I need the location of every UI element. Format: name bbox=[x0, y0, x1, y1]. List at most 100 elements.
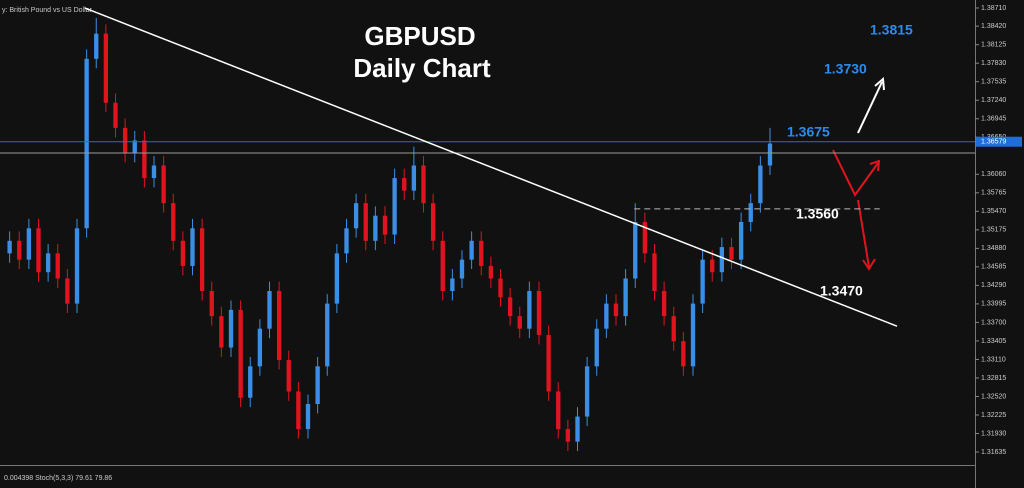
y-tick-label: 1.36060 bbox=[981, 171, 1006, 178]
candle-body bbox=[719, 247, 725, 273]
candle-body bbox=[325, 303, 330, 367]
y-tick-label: 1.33700 bbox=[981, 319, 1006, 326]
candle-body bbox=[517, 316, 522, 329]
candle-body bbox=[479, 240, 484, 266]
annotation: 1.3560 bbox=[796, 206, 839, 222]
annotation: 1.3730 bbox=[824, 61, 867, 77]
candle-body bbox=[55, 253, 60, 279]
y-tick-label: 1.35470 bbox=[981, 208, 1006, 215]
candle-body bbox=[421, 165, 426, 204]
candle-body bbox=[142, 140, 147, 179]
candle-body bbox=[344, 228, 349, 254]
candle-body bbox=[507, 297, 513, 317]
candle-body bbox=[373, 215, 378, 241]
y-tick-label: 1.34290 bbox=[981, 282, 1006, 289]
indicator-label: 0.004398 Stoch(5,3,3) 79.61 79.86 bbox=[4, 475, 112, 482]
candle-body bbox=[594, 328, 599, 367]
candle-body bbox=[758, 165, 763, 204]
annotation: 1.3470 bbox=[820, 283, 863, 299]
chart-title: GBPUSD bbox=[364, 21, 475, 51]
candle-body bbox=[642, 221, 648, 254]
candle-body bbox=[65, 278, 70, 304]
y-tick-label: 1.36945 bbox=[981, 116, 1006, 123]
candle-body bbox=[36, 228, 41, 273]
candle-body bbox=[296, 391, 301, 430]
candle-body bbox=[546, 334, 551, 392]
candle-body bbox=[228, 309, 234, 348]
candle-body bbox=[94, 33, 99, 59]
y-tick-label: 1.35175 bbox=[981, 227, 1006, 234]
candle-body bbox=[190, 228, 195, 266]
candle-body bbox=[103, 33, 109, 103]
candle-body bbox=[748, 203, 753, 222]
y-tick-label: 1.32225 bbox=[981, 412, 1006, 419]
chart-subtitle: Daily Chart bbox=[353, 53, 491, 83]
candle-body bbox=[17, 240, 22, 260]
price-tag bbox=[976, 136, 1022, 147]
candle-body bbox=[565, 429, 571, 442]
y-tick-label: 1.34880 bbox=[981, 245, 1006, 252]
arrows bbox=[832, 76, 885, 271]
candle-body bbox=[575, 416, 580, 442]
y-tick-label: 1.38420 bbox=[981, 23, 1006, 30]
candle-body bbox=[710, 259, 715, 273]
candle-body bbox=[122, 127, 128, 153]
candle-body bbox=[767, 143, 773, 166]
candle-body bbox=[584, 366, 590, 417]
candle-body bbox=[382, 215, 388, 235]
candle-body bbox=[652, 253, 657, 292]
y-tick-label: 1.33110 bbox=[981, 356, 1006, 363]
candle-body bbox=[171, 203, 176, 241]
candle-body bbox=[469, 240, 474, 260]
candle-body bbox=[305, 404, 311, 430]
candle-body bbox=[219, 316, 224, 348]
candle-body bbox=[45, 253, 51, 273]
trend-line bbox=[84, 7, 898, 327]
candle-body bbox=[180, 240, 186, 266]
candle-body bbox=[700, 259, 705, 304]
candle-body bbox=[113, 102, 118, 128]
candle-body bbox=[690, 303, 696, 367]
arrow-zigzag bbox=[832, 149, 879, 197]
candle-body bbox=[257, 328, 263, 367]
price-tag-label: 1.36579 bbox=[981, 139, 1006, 146]
candle-body bbox=[411, 165, 417, 191]
candle-body bbox=[527, 291, 532, 329]
candle-body bbox=[248, 366, 253, 398]
candle-body bbox=[276, 291, 282, 361]
y-tick-label: 1.31635 bbox=[981, 449, 1006, 456]
candle-body bbox=[440, 240, 445, 292]
candle-body bbox=[161, 165, 166, 204]
candle-body bbox=[74, 228, 80, 304]
y-tick-label: 1.31930 bbox=[981, 430, 1006, 437]
candle-body bbox=[536, 291, 542, 335]
candle-body bbox=[84, 58, 89, 229]
candle-body bbox=[498, 278, 503, 298]
candle-body bbox=[681, 341, 686, 367]
candle-body bbox=[623, 278, 628, 317]
y-tick-label: 1.38125 bbox=[981, 42, 1006, 49]
candle-body bbox=[151, 165, 157, 179]
candle-body bbox=[450, 278, 455, 292]
y-tick-label: 1.32520 bbox=[981, 393, 1006, 400]
annotation: 1.3675 bbox=[787, 124, 830, 140]
candle-body bbox=[430, 203, 436, 241]
candle-body bbox=[459, 259, 465, 279]
candle-body bbox=[402, 178, 407, 191]
candle-body bbox=[199, 228, 205, 292]
candle-body bbox=[604, 303, 609, 329]
y-tick-label: 1.32815 bbox=[981, 375, 1006, 382]
candle-body bbox=[633, 221, 638, 279]
candle-body bbox=[238, 309, 243, 398]
annotation: 1.3815 bbox=[870, 22, 913, 38]
arrow-head bbox=[862, 258, 876, 271]
candle-body bbox=[334, 253, 340, 304]
candle-body bbox=[738, 221, 744, 260]
candle-body bbox=[392, 178, 397, 235]
candle-body bbox=[671, 316, 676, 342]
candle-body bbox=[661, 291, 667, 317]
arrow-head bbox=[874, 76, 885, 91]
y-tick-label: 1.34585 bbox=[981, 264, 1006, 271]
